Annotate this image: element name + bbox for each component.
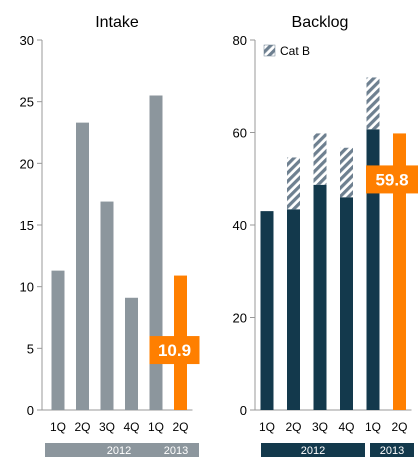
bar-cat-b	[366, 77, 380, 130]
value-callout	[149, 336, 200, 365]
y-tick-label: 5	[27, 341, 34, 356]
value-callout	[366, 165, 418, 194]
year-band-label: 2012	[301, 445, 325, 457]
legend-swatch-cat-b	[263, 44, 276, 57]
bar	[313, 184, 327, 410]
bar	[125, 297, 138, 410]
x-tick-label: 4Q	[123, 420, 139, 434]
bar	[76, 122, 89, 410]
year-band	[261, 443, 365, 457]
bar	[149, 95, 163, 410]
y-tick-label: 60	[233, 126, 247, 141]
year-band	[370, 443, 414, 457]
bar	[287, 209, 300, 410]
year-band-label: 2013	[164, 445, 188, 457]
bar	[51, 270, 65, 410]
x-tick-label: 3Q	[99, 420, 115, 434]
bar-cat-b	[313, 133, 327, 185]
bar-cat-b	[287, 157, 300, 210]
year-band	[153, 443, 199, 457]
x-tick-label: 3Q	[312, 420, 328, 434]
bar	[393, 133, 406, 411]
x-tick-label: 2Q	[74, 420, 90, 434]
y-tick-label: 20	[233, 311, 247, 326]
bar-cat-b	[340, 147, 353, 198]
chart-title: Backlog	[292, 14, 349, 31]
value-callout-label: 10.9	[158, 341, 191, 360]
y-tick-label: 20	[20, 156, 34, 171]
x-tick-label: 1Q	[148, 420, 164, 434]
y-tick-label: 15	[20, 218, 34, 233]
x-tick-label: 2Q	[172, 420, 188, 434]
y-tick-label: 80	[233, 33, 247, 48]
bar	[340, 197, 353, 410]
bar	[100, 201, 114, 410]
bar	[260, 211, 274, 410]
year-band-label: 2012	[107, 445, 131, 457]
y-tick-label: 10	[20, 280, 34, 295]
y-tick-label: 0	[240, 403, 247, 418]
x-tick-label: 1Q	[50, 420, 66, 434]
y-tick-label: 30	[20, 33, 34, 48]
bar	[366, 129, 380, 410]
y-tick-label: 25	[20, 95, 34, 110]
x-tick-label: 1Q	[365, 420, 381, 434]
value-callout-label: 59.8	[375, 170, 408, 189]
x-tick-label: 2Q	[285, 420, 301, 434]
y-tick-label: 0	[27, 403, 34, 418]
x-tick-label: 4Q	[338, 420, 354, 434]
x-tick-label: 1Q	[259, 420, 275, 434]
x-tick-label: 2Q	[391, 420, 407, 434]
legend-label-cat-b: Cat B	[280, 44, 310, 58]
chart-title: Intake	[95, 14, 139, 31]
year-band-label: 2013	[380, 445, 404, 457]
y-tick-label: 40	[233, 218, 247, 233]
